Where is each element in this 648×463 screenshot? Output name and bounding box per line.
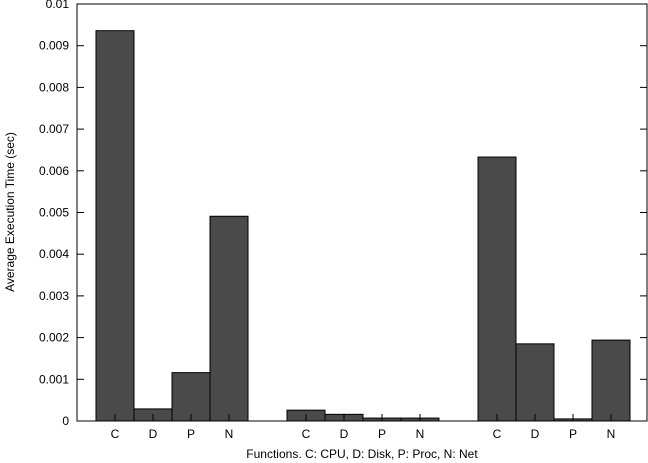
y-tick-label: 0.001 — [39, 372, 69, 386]
x-tick-label: N — [416, 427, 425, 441]
y-tick-label: 0.006 — [39, 164, 69, 178]
x-tick-label: D — [340, 427, 349, 441]
bar-n-group-3 — [591, 339, 631, 422]
x-tick-label: P — [569, 427, 577, 441]
x-tick-label: C — [493, 427, 502, 441]
bar-p-group-1 — [171, 372, 211, 422]
plot-frame — [76, 3, 648, 422]
x-tick-label: N — [225, 427, 234, 441]
bar-c-group-1 — [95, 30, 135, 422]
y-tick-label: 0 — [62, 414, 69, 428]
y-tick-label: 0.007 — [39, 122, 69, 136]
x-tick-label: C — [111, 427, 120, 441]
bar-d-group-3 — [515, 343, 555, 422]
bar-n-group-1 — [209, 215, 249, 422]
y-tick-label: 0.009 — [39, 39, 69, 53]
x-tick-label: P — [187, 427, 195, 441]
y-tick-label: 0.008 — [39, 80, 69, 94]
x-tick-label: N — [607, 427, 616, 441]
y-tick-label: 0.003 — [39, 289, 69, 303]
x-tick-label: C — [302, 427, 311, 441]
y-tick-label: 0.004 — [39, 247, 69, 261]
y-tick-label: 0.01 — [46, 0, 70, 11]
y-axis-label: Average Execution Time (sec) — [3, 132, 17, 292]
y-tick-label: 0.005 — [39, 206, 69, 220]
y-axis-ticks: 0 0.001 0.002 0.003 0.004 0.005 0.006 0.007 0.00… — [39, 0, 647, 428]
x-tick-label: D — [531, 427, 540, 441]
bar-c-group-3 — [477, 156, 517, 422]
x-tick-label: D — [149, 427, 158, 441]
x-tick-label: P — [378, 427, 386, 441]
x-axis-label: Functions. C: CPU, D: Disk, P: Proc, N: … — [246, 447, 478, 461]
bars — [95, 30, 631, 422]
y-tick-label: 0.002 — [39, 331, 69, 345]
